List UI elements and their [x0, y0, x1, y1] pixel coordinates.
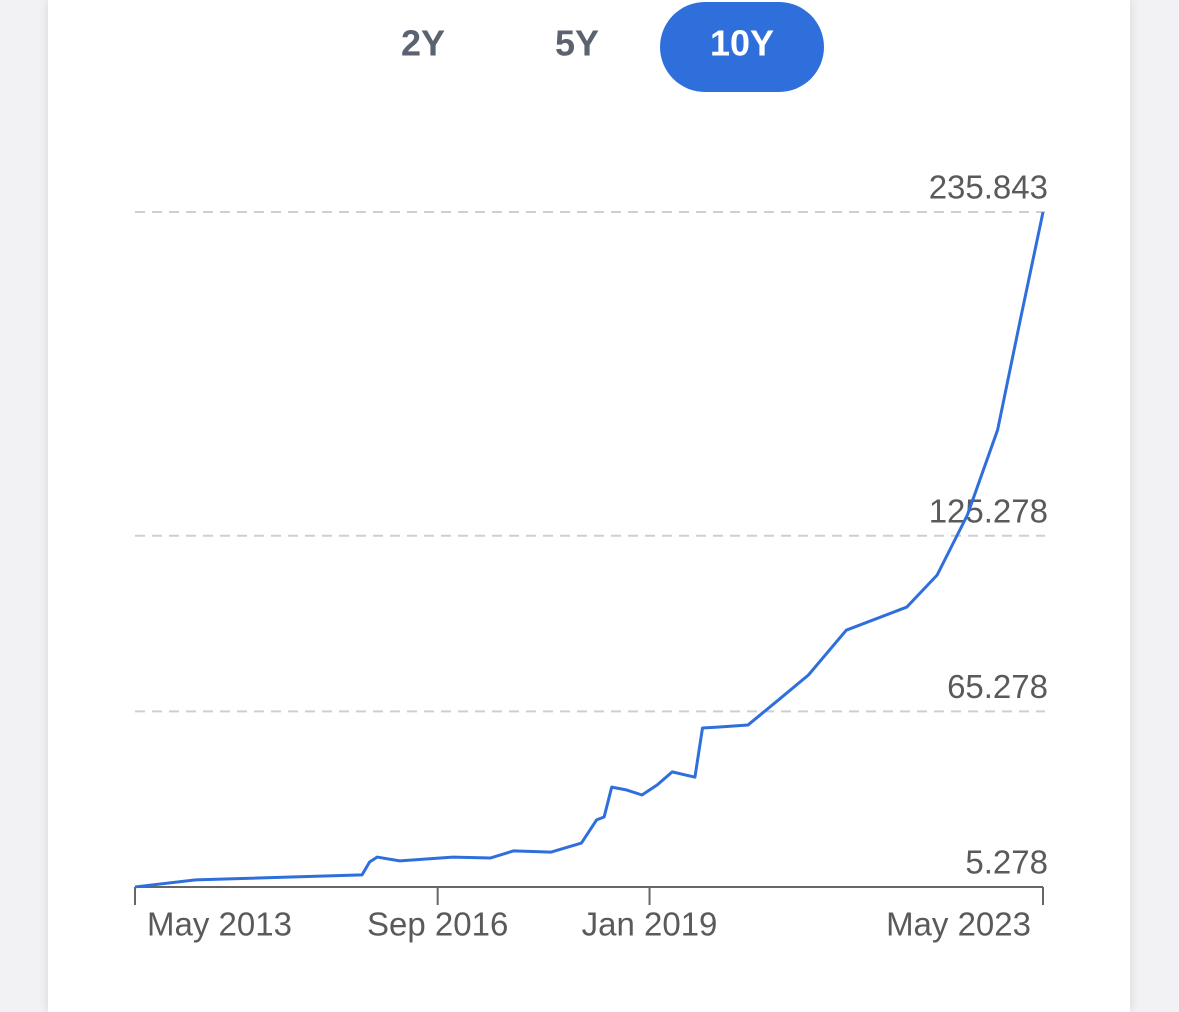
x-tick-label: Sep 2016	[367, 906, 508, 943]
range-button[interactable]: 5Y	[555, 23, 599, 64]
x-tick-label: Jan 2019	[582, 906, 718, 943]
y-tick-label: 235.843	[929, 169, 1048, 206]
card	[48, 0, 1130, 1012]
y-tick-label: 125.278	[929, 492, 1048, 529]
y-tick-label: 65.278	[947, 668, 1048, 705]
range-button[interactable]: 10Y	[710, 23, 774, 64]
data-line	[134, 211, 1045, 889]
range-button-active[interactable]	[660, 2, 824, 92]
range-button[interactable]: 2Y	[401, 23, 445, 64]
x-tick-label: May 2023	[886, 906, 1031, 943]
y-tick-label: 5.278	[965, 844, 1048, 881]
x-tick-label: May 2013	[147, 906, 292, 943]
